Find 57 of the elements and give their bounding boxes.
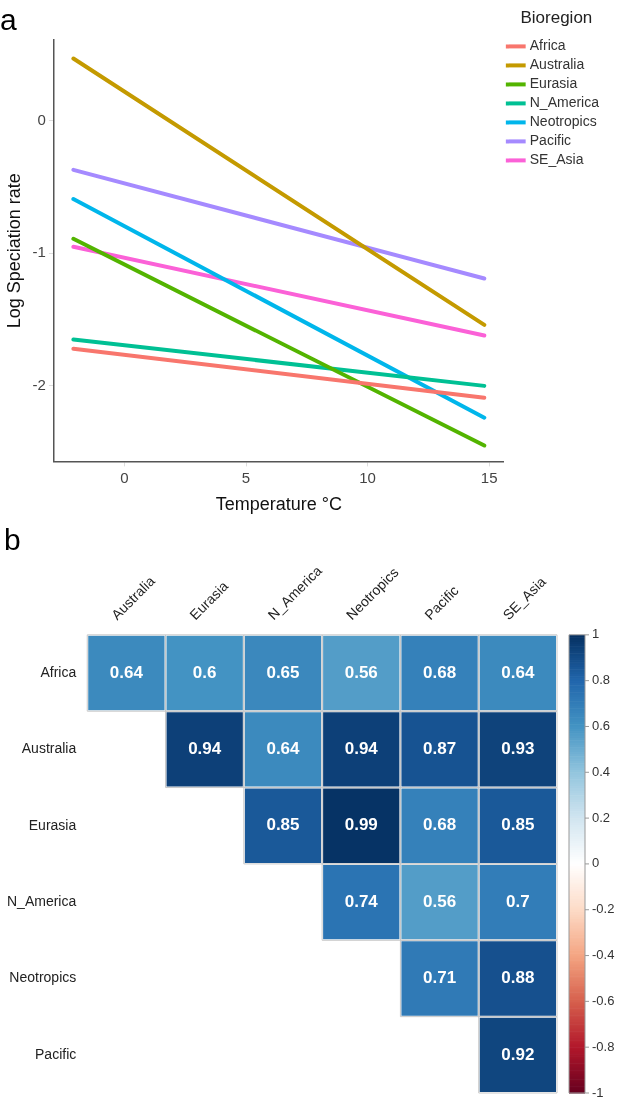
legend-label: Eurasia xyxy=(529,75,578,92)
y-tick-label: Pacific xyxy=(35,1045,77,1062)
legend-label: SE_Asia xyxy=(529,151,584,168)
data-label: 0.6 xyxy=(192,662,217,682)
data-label: 0.64 xyxy=(266,739,301,759)
color-bar-label: 1 xyxy=(592,626,600,642)
data-label: 0.56 xyxy=(423,891,457,911)
x-tick-label: 0 xyxy=(120,468,129,486)
data-label: 0.94 xyxy=(344,739,379,759)
y-tick-label: Africa xyxy=(40,663,77,680)
legend-label: Australia xyxy=(529,56,585,73)
legend-label: Neotropics xyxy=(529,113,597,130)
data-label: 0.64 xyxy=(109,662,144,682)
x-axis-title: Temperature °C xyxy=(215,494,342,515)
x-tick-label: 10 xyxy=(359,468,376,486)
data-label: 0.71 xyxy=(423,968,457,988)
color-bar-label: -0.6 xyxy=(592,992,615,1008)
x-tick-label: 5 xyxy=(241,468,251,486)
data-label: 0.87 xyxy=(423,739,457,759)
data-label: 0.88 xyxy=(501,968,535,988)
legend-label: N_America xyxy=(529,94,600,111)
data-label: 0.99 xyxy=(344,815,378,835)
data-label: 0.85 xyxy=(501,815,535,835)
legend-label: Africa xyxy=(529,37,566,54)
y-axis-title: Log Speciation rate xyxy=(3,173,24,329)
data-label: 0.56 xyxy=(344,662,378,682)
y-tick-label: Eurasia xyxy=(28,816,77,833)
color-bar-label: 0.2 xyxy=(592,809,611,825)
y-tick-label: -2 xyxy=(32,376,46,394)
y-tick-label: -1 xyxy=(32,243,46,261)
color-bar-label: -0.4 xyxy=(592,947,615,963)
chart-title: b xyxy=(4,523,21,557)
y-tick-label: Neotropics xyxy=(9,969,77,986)
legend-title: Bioregion xyxy=(520,8,593,28)
data-label: 0.93 xyxy=(501,739,535,759)
y-tick-label: N_America xyxy=(6,892,77,909)
data-label: 0.68 xyxy=(423,815,457,835)
y-tick-label: Australia xyxy=(21,740,77,757)
color-bar-label: -0.2 xyxy=(592,901,615,917)
x-tick-label: 15 xyxy=(480,468,498,486)
color-bar-label: 0.8 xyxy=(592,672,611,688)
data-label: 0.68 xyxy=(423,662,457,682)
color-bar-label: 0 xyxy=(592,855,600,871)
chart-title: a xyxy=(0,3,17,37)
data-label: 0.92 xyxy=(501,1044,535,1064)
data-label: 0.94 xyxy=(188,739,222,759)
data-label: 0.7 xyxy=(506,891,530,911)
color-bar-label: 0.6 xyxy=(592,718,611,734)
color-bar-label: -0.8 xyxy=(592,1038,615,1054)
color-bar-label: -1 xyxy=(592,1084,604,1100)
color-bar-label: 0.4 xyxy=(592,763,611,779)
y-tick-label: 0 xyxy=(37,110,46,128)
data-label: 0.74 xyxy=(344,891,379,911)
legend-label: Pacific xyxy=(529,132,571,149)
data-label: 0.64 xyxy=(501,662,535,682)
data-label: 0.65 xyxy=(266,662,300,682)
data-label: 0.85 xyxy=(266,815,300,835)
